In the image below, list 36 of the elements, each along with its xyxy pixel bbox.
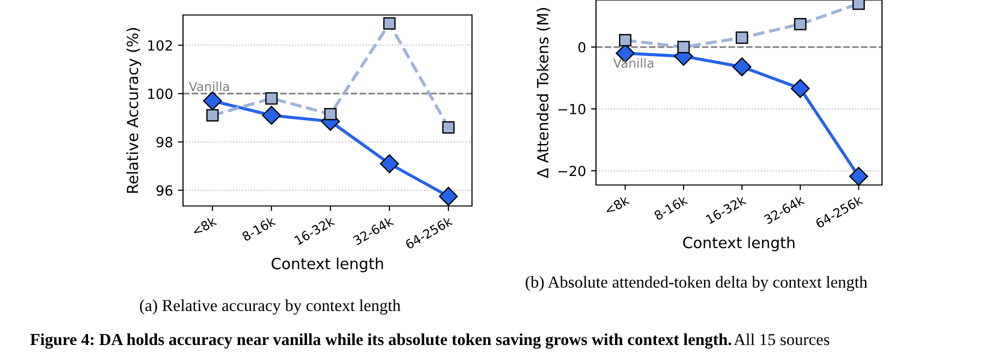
point [849,166,868,185]
point [383,17,396,30]
point [380,154,399,174]
point [442,121,455,134]
point [619,34,632,46]
x-axis-title: Context length [683,236,794,252]
point [265,92,278,105]
point [677,40,690,54]
point [732,57,752,76]
point [438,186,458,206]
ref-line-label: Vanilla [613,58,654,68]
y-tick-label: 98 [156,136,172,148]
y-tick-label: 96 [156,185,172,196]
point [324,108,337,120]
x-axis-title: Context length [272,258,383,272]
y-axis-title: Relative Accuracy (%) [126,28,142,193]
point [790,79,810,98]
y-axis-title: Δ Attended Tokens (M) [536,8,550,178]
text: (b) Absolute attended-token delta by context length [526,276,868,292]
caption: Figure 4: DA holds accuracy near vanilla while its absolute token saving grows with context length. [30,333,732,349]
text: (a) Relative accuracy by context length [140,299,400,315]
point [794,18,806,30]
y-tick-label: −20 [558,166,586,176]
text: All 15 sources [734,333,830,346]
y-tick-label: −10 [558,104,586,114]
y-tick-label: 100 [148,88,172,100]
ref-line-label: Vanilla [188,81,229,92]
y-tick-label: 102 [148,40,172,51]
point [262,106,281,125]
point [852,0,865,10]
y-tick-label: 0 [578,42,586,52]
point [203,91,222,110]
point [206,109,219,122]
x-tick-label: <8k [604,194,630,216]
point [736,32,748,44]
x-tick-label: <8k [191,216,218,236]
